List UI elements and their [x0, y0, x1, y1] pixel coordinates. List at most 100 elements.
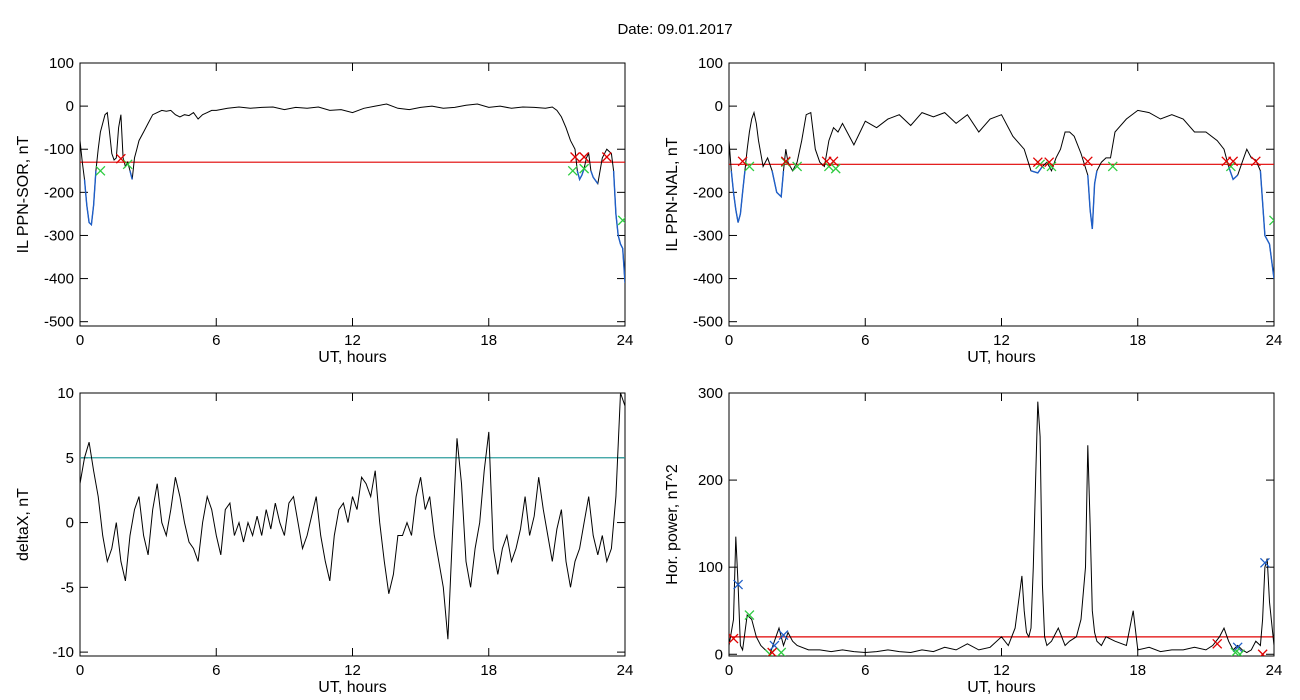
plot-area	[80, 103, 625, 283]
red-marker	[1032, 157, 1043, 168]
y-tick-label: 5	[66, 450, 74, 467]
red-marker	[767, 647, 778, 656]
substorm-segment	[730, 170, 746, 223]
marker-stroke	[570, 152, 581, 162]
green-marker	[776, 647, 787, 656]
marker-stroke	[1212, 638, 1223, 649]
marker-stroke	[567, 165, 578, 176]
panel-nal: 0 6 12 18 24 100 0 -100 -200 -300 -400 -500 UT, hour…	[664, 55, 1282, 366]
marker-stroke	[830, 163, 841, 174]
green-marker	[744, 610, 755, 621]
red-marker	[601, 152, 612, 162]
x-tick-label: 12	[993, 662, 1010, 679]
series-line	[80, 103, 625, 283]
red-marker	[1257, 649, 1268, 656]
y-tick-label: 100	[49, 55, 74, 72]
x-axis-label: UT, hours	[318, 679, 386, 696]
y-tick-label: 0	[715, 646, 723, 663]
marker-stroke	[769, 640, 780, 651]
marker-stroke	[1107, 161, 1118, 172]
marker-stroke	[744, 610, 755, 621]
x-tick-label: 12	[344, 332, 361, 349]
marker-stroke	[729, 633, 739, 644]
marker-stroke	[1232, 642, 1243, 653]
substorm-segment	[590, 170, 599, 185]
y-axis-label: IL PPN-SOR, nT	[15, 135, 32, 253]
x-tick-label: 24	[1266, 662, 1283, 679]
substorm-segment	[576, 168, 585, 182]
x-tick-label: 0	[76, 662, 84, 679]
y-axis-label: IL PPN-NAL, nT	[664, 137, 681, 251]
x-tick-label: 18	[480, 332, 497, 349]
marker-stroke	[828, 156, 839, 167]
substorm-segment	[129, 170, 133, 180]
panel-deltax: 0 6 12 18 24 10 5 0 -5 -10 UT, hours deltaX, nT	[15, 385, 633, 696]
marker-stroke	[780, 156, 791, 167]
marker-stroke	[733, 579, 744, 590]
blue-marker	[1259, 557, 1270, 568]
marker-stroke	[1259, 557, 1270, 568]
red-marker	[1212, 638, 1223, 649]
x-tick-label: 6	[212, 662, 220, 679]
x-tick-label: 0	[725, 332, 733, 349]
red-marker	[828, 156, 839, 167]
plot-area	[729, 109, 1274, 279]
series-line	[729, 109, 1274, 279]
blue-marker	[1232, 642, 1243, 653]
green-marker	[579, 163, 590, 174]
red-marker	[1228, 156, 1239, 167]
marker-stroke	[579, 152, 590, 162]
marker-stroke	[778, 630, 789, 641]
x-tick-label: 12	[993, 332, 1010, 349]
y-tick-label: 0	[66, 515, 74, 532]
plot-area	[729, 401, 1274, 656]
x-tick-label: 24	[617, 332, 634, 349]
green-marker	[95, 165, 106, 176]
red-marker	[729, 633, 739, 644]
x-tick-label: 12	[344, 662, 361, 679]
y-tick-label: 100	[698, 559, 723, 576]
plot-frame	[728, 62, 1275, 327]
marker-stroke	[1046, 161, 1057, 172]
panel-sor: 0 6 12 18 24 100 0 -100 -200 -300 -400 -500 UT, hour…	[15, 55, 633, 366]
substorm-segment	[1087, 170, 1098, 230]
substorm-segment	[1259, 170, 1274, 279]
marker-stroke	[744, 161, 755, 172]
red-marker	[1250, 156, 1261, 167]
figure-title: Date: 09.01.2017	[617, 21, 732, 38]
x-tick-label: 0	[725, 662, 733, 679]
x-tick-label: 18	[1129, 662, 1146, 679]
x-tick-label: 18	[1129, 332, 1146, 349]
y-tick-label: -400	[44, 271, 74, 288]
x-tick-label: 24	[617, 662, 634, 679]
red-marker	[737, 156, 748, 167]
series-line	[729, 401, 1274, 656]
marker-stroke	[1259, 649, 1268, 656]
plot-area	[80, 393, 625, 640]
marker-stroke	[1230, 647, 1241, 656]
marker-stroke	[1044, 157, 1055, 168]
red-marker	[1044, 157, 1055, 168]
y-tick-label: 300	[698, 385, 723, 402]
red-marker	[1082, 156, 1093, 167]
marker-stroke	[579, 163, 590, 174]
marker-stroke	[1250, 156, 1261, 167]
x-axis-label: UT, hours	[967, 679, 1035, 696]
y-axis-label: Hor. power, nT^2	[664, 464, 681, 585]
y-tick-label: 0	[66, 98, 74, 115]
green-marker	[1107, 161, 1118, 172]
y-tick-label: -500	[44, 314, 74, 331]
plot-frame	[728, 392, 1275, 657]
marker-stroke	[767, 647, 778, 656]
marker-stroke	[776, 647, 787, 656]
y-tick-label: -100	[44, 141, 74, 158]
green-marker	[1234, 649, 1245, 656]
y-tick-label: 100	[698, 55, 723, 72]
substorm-segment	[83, 170, 97, 227]
green-marker	[792, 161, 803, 172]
x-axis-label: UT, hours	[967, 349, 1035, 366]
substorm-segment	[771, 170, 785, 199]
red-marker	[579, 152, 590, 162]
x-tick-label: 6	[212, 332, 220, 349]
panel-power: 0 6 12 18 24 300 200 100 0 UT, hours Hor. power, n…	[664, 385, 1282, 696]
